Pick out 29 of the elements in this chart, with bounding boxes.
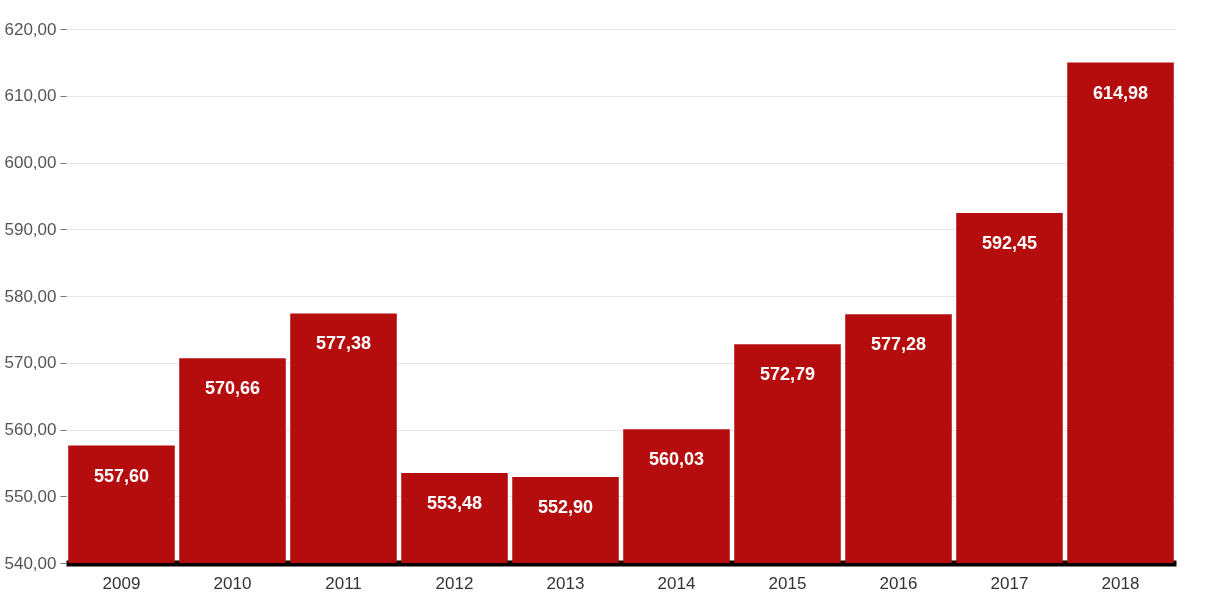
data-label: 572,79 — [759, 364, 816, 385]
x-tick-label: 2012 — [435, 573, 474, 593]
x-tick-label: 2011 — [325, 573, 362, 593]
x-tick-label: 2016 — [879, 573, 918, 593]
data-label: 560,03 — [648, 449, 705, 470]
y-tick-label: 590,00 — [4, 219, 57, 239]
y-tick-label: 580,00 — [4, 286, 57, 306]
data-label: 557,60 — [93, 465, 150, 486]
y-tick-label: 540,00 — [4, 553, 57, 573]
data-label: 570,66 — [204, 378, 261, 399]
x-tick-label: 2013 — [546, 573, 585, 593]
data-label: 553,48 — [426, 493, 483, 514]
data-label: 614,98 — [1092, 82, 1149, 103]
x-tick-label: 2014 — [657, 573, 696, 593]
y-tick-label: 560,00 — [4, 420, 57, 439]
y-tick-label: 610,00 — [4, 86, 57, 106]
x-tick-label: 2010 — [213, 573, 252, 593]
y-tick-label: 620,00 — [4, 19, 57, 39]
x-tick-label: 2009 — [102, 573, 141, 593]
y-tick-label: 600,00 — [4, 153, 57, 172]
y-tick-label: 570,00 — [4, 353, 57, 373]
data-label: 577,28 — [870, 334, 927, 355]
data-label: 592,45 — [981, 232, 1038, 253]
y-tick-label: 550,00 — [4, 486, 57, 506]
x-tick-label: 2015 — [768, 573, 807, 593]
data-label: 552,90 — [537, 496, 594, 517]
x-tick-label: 2018 — [1101, 573, 1140, 593]
data-label: 577,38 — [315, 333, 372, 354]
x-tick-label: 2017 — [990, 573, 1029, 593]
